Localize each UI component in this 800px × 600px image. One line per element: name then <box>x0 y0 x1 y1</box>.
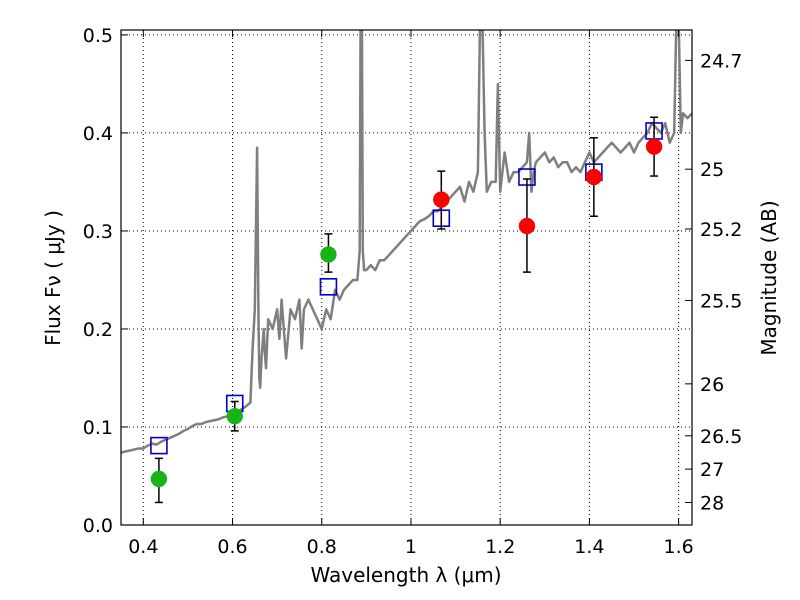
red-data-point-1 <box>518 217 536 235</box>
y2-tick-label-4: 26 <box>700 374 724 396</box>
green-data-point-2 <box>320 246 337 263</box>
y-tick-label-5: 0.5 <box>83 25 113 47</box>
y2-tick-label-3: 25.5 <box>700 291 742 313</box>
red-data-point-2 <box>585 168 603 186</box>
x-tick-label-2: 0.8 <box>307 536 337 558</box>
y2-tick-label-7: 28 <box>700 492 724 514</box>
red-data-point-3 <box>645 138 663 155</box>
y-axis-title: Flux Fν ( μJy ) <box>41 210 65 346</box>
y-tick-label-4: 0.4 <box>83 123 113 145</box>
error-bar-layer <box>154 116 659 504</box>
observed-point-layer <box>150 138 663 488</box>
y-tick-label-2: 0.2 <box>83 319 113 341</box>
green-data-point-0 <box>150 470 168 488</box>
x-axis-title: Wavelength λ (μm) <box>310 563 501 587</box>
y-tick-label-1: 0.1 <box>83 417 113 439</box>
y-tick-label-0: 0.0 <box>83 515 113 537</box>
x-tick-label-6: 1.6 <box>664 536 694 558</box>
red-data-point-0 <box>433 191 450 208</box>
grid-layer <box>121 30 692 526</box>
y2-tick-label-1: 25 <box>700 159 724 181</box>
y2-tick-label-0: 24.7 <box>700 50 742 72</box>
x-tick-label-4: 1.2 <box>485 536 515 558</box>
green-data-point-1 <box>226 407 244 425</box>
model-photometry-square-0 <box>150 436 168 455</box>
y2-tick-label-6: 27 <box>700 459 724 481</box>
model-photometry-square-2 <box>319 278 338 296</box>
axes-layer <box>120 29 693 526</box>
plot-frame <box>120 29 693 526</box>
x-tick-label-1: 0.6 <box>217 536 247 558</box>
y2-axis-title: Magnitude (AB) <box>757 200 781 355</box>
y2-tick-label-2: 25.2 <box>700 219 742 241</box>
x-tick-label-0: 0.4 <box>128 536 158 558</box>
x-tick-label-3: 1 <box>405 536 417 558</box>
x-tick-label-5: 1.4 <box>574 536 604 558</box>
y-tick-label-3: 0.3 <box>83 221 113 243</box>
tick-label-layer: 0.4 0.6 0.8 1 1.2 1.4 1.6 0.0 0.1 0.2 0.3 0.4 0.5 24.… <box>83 25 743 558</box>
y2-tick-label-5: 26.5 <box>700 426 742 448</box>
